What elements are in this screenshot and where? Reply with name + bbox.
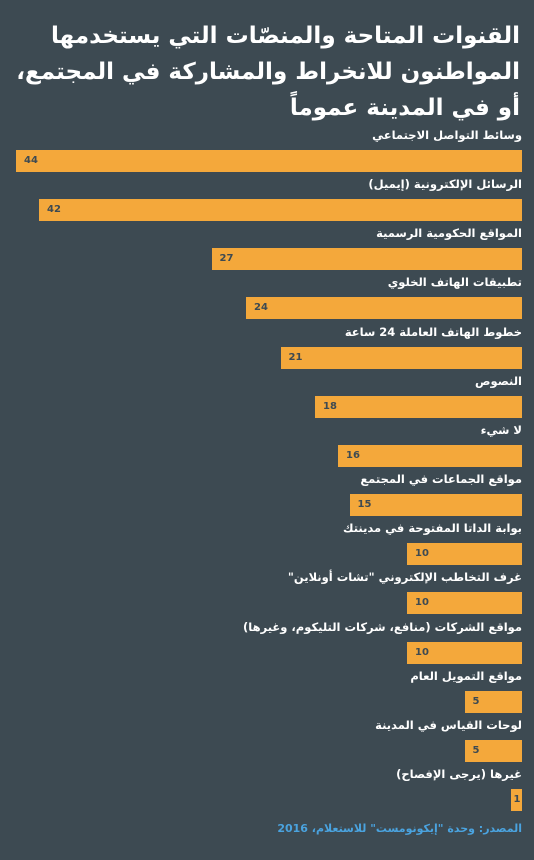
bar: [16, 150, 522, 172]
value-label: 16: [346, 449, 360, 461]
category-label: مواقع التمويل العام: [410, 668, 522, 683]
source: المصدر: وحدة "إيكونومست" للاستعلام، 2016: [277, 822, 522, 835]
category-label: المواقع الحكومية الرسمية: [376, 226, 522, 241]
category-label: النصوص: [475, 373, 522, 388]
bar: [338, 444, 522, 467]
category-label: غرف التخاطب الإلكتروني "تشات أونلاين": [287, 570, 522, 585]
category-label: لا شيء: [480, 422, 522, 437]
bar: [315, 395, 522, 418]
category-label: غيرها (يرجى الإفصاح): [396, 766, 522, 781]
bar: [39, 199, 522, 222]
bar: [246, 297, 522, 320]
bar: [407, 592, 522, 615]
value-label: 10: [415, 597, 429, 609]
category-label: خطوط الهاتف العاملة 24 ساعة: [344, 324, 522, 339]
value-label: 5: [472, 744, 480, 756]
category-label: لوحات القياس في المدينة: [375, 717, 522, 732]
bar: [407, 543, 522, 566]
value-label: 5: [472, 695, 480, 707]
value-label: 18: [323, 400, 337, 412]
category-label: تطبيقات الهاتف الخلوي: [387, 275, 522, 290]
value-label: 42: [47, 204, 61, 216]
value-label: 24: [254, 302, 268, 314]
bar: [510, 788, 522, 811]
value-label: 1: [513, 793, 521, 805]
category-label: مواقع الشركات (منافع، شركات التليكوم، وغ…: [243, 619, 522, 634]
bar: [211, 248, 522, 271]
value-label: 21: [288, 351, 303, 363]
chart-title: القنوات المتاحة والمنصّات التي يستخدمها …: [16, 23, 520, 121]
category-label: بوابة الداتا المفتوحة في مدينتك: [342, 521, 522, 536]
value-label: 15: [357, 499, 372, 511]
category-label: الرسائل الإلكترونية (إيميل): [368, 177, 522, 192]
category-label: وسائط التواصل الاجتماعي: [372, 128, 522, 142]
value-label: 10: [415, 548, 429, 560]
bar: [464, 739, 522, 762]
bar: [280, 346, 522, 369]
bar: [349, 494, 522, 517]
value-label: 44: [24, 155, 38, 166]
bar: [464, 690, 522, 713]
category-label: مواقع الجماعات في المجتمع: [360, 472, 522, 487]
value-label: 10: [415, 646, 429, 658]
value-label: 27: [219, 253, 234, 265]
bar: [407, 641, 522, 664]
